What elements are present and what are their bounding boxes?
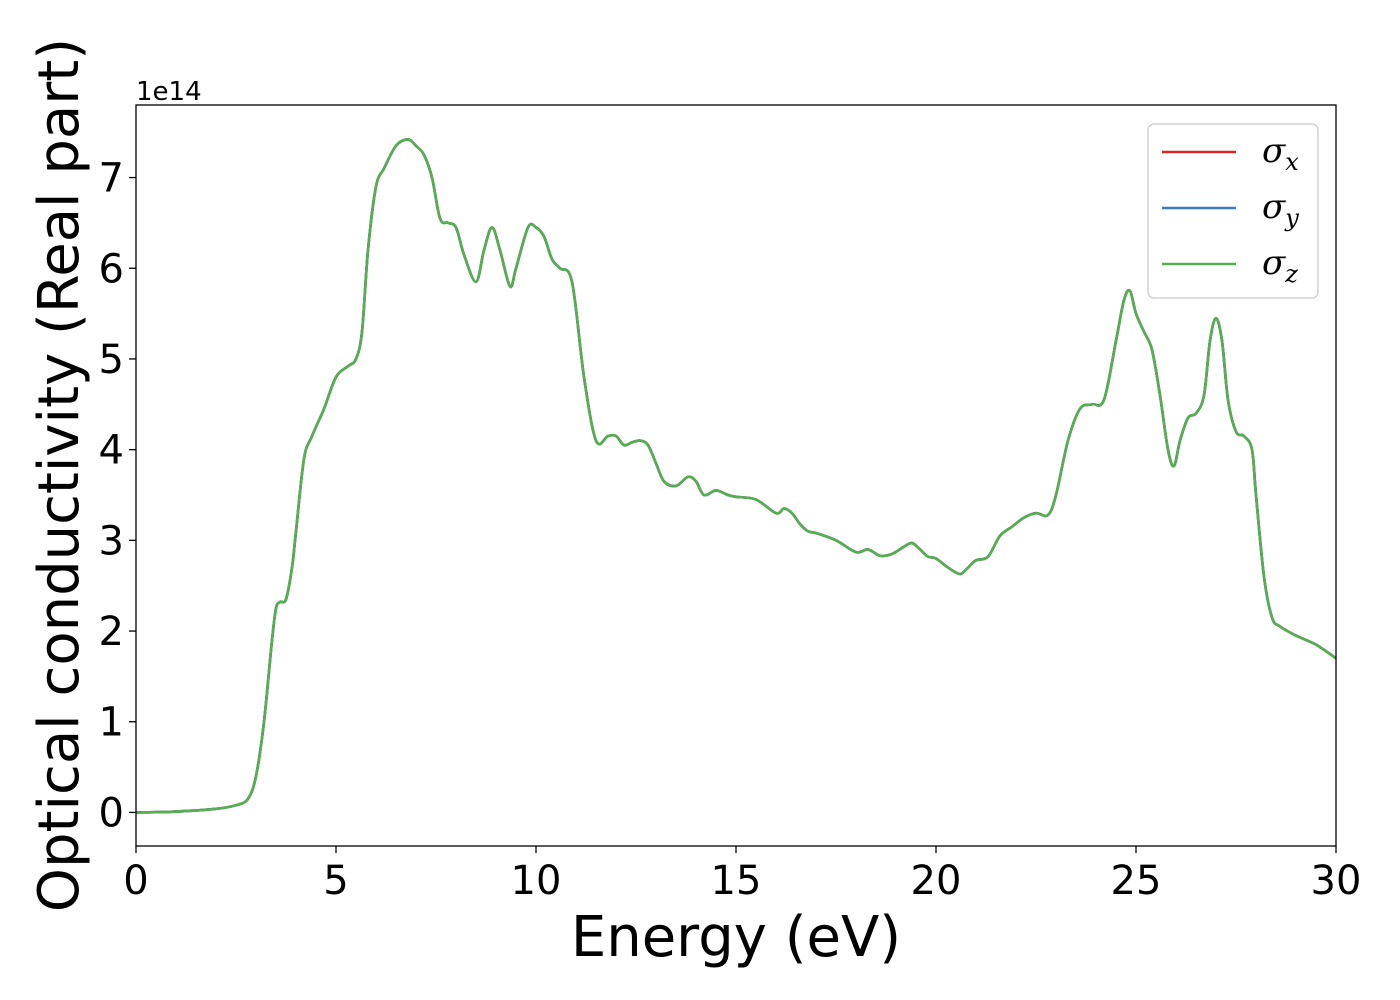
y-axis: 0 1 2 3 4 5 6 7 bbox=[99, 156, 136, 836]
series-layer bbox=[135, 138, 1337, 814]
x-axis-label: Energy (eV) bbox=[571, 905, 901, 970]
y-tick-label: 2 bbox=[99, 609, 124, 655]
x-tick-label: 30 bbox=[1311, 858, 1362, 904]
y-axis-label: Optical conductivity (Real part) bbox=[27, 38, 92, 912]
legend-label-x: σx bbox=[1262, 131, 1299, 176]
legend-label-z: σz bbox=[1262, 243, 1298, 288]
legend-box bbox=[1147, 123, 1319, 299]
x-axis: 0 5 10 15 20 25 30 bbox=[123, 846, 1361, 904]
y-offset-label: 1e14 bbox=[136, 77, 202, 107]
x-tick-label: 5 bbox=[323, 858, 348, 904]
y-tick-label: 4 bbox=[99, 428, 124, 474]
legend-label-y: σy bbox=[1262, 187, 1299, 232]
x-tick-label: 25 bbox=[1111, 858, 1162, 904]
legend: σx σy σz bbox=[1147, 123, 1319, 299]
y-tick-label: 7 bbox=[99, 156, 124, 202]
x-tick-label: 10 bbox=[511, 858, 562, 904]
x-tick-label: 20 bbox=[911, 858, 962, 904]
y-tick-label: 0 bbox=[99, 790, 124, 836]
x-tick-label: 15 bbox=[711, 858, 762, 904]
y-tick-label: 3 bbox=[99, 518, 124, 564]
x-tick-label: 0 bbox=[123, 858, 148, 904]
y-tick-label: 6 bbox=[99, 246, 124, 292]
y-tick-label: 1 bbox=[99, 700, 124, 746]
plot-background bbox=[136, 105, 1336, 846]
series-line-z bbox=[135, 138, 1337, 814]
y-tick-label: 5 bbox=[99, 337, 124, 383]
